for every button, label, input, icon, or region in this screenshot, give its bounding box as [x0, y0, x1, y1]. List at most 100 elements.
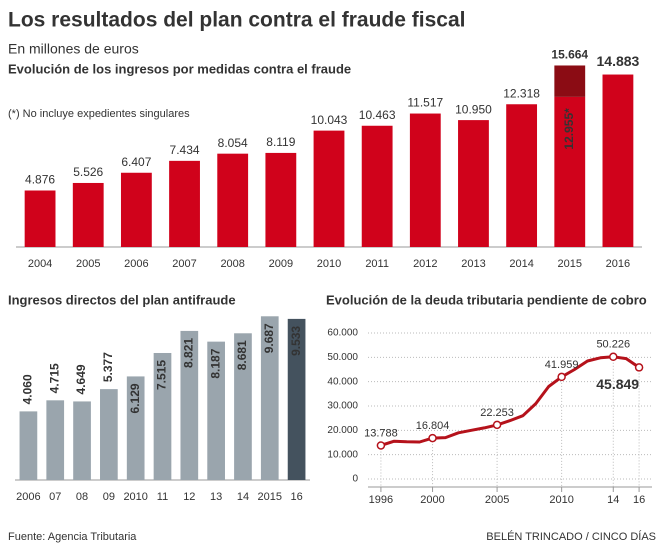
bar	[506, 104, 538, 247]
value-label: 10.950	[455, 102, 492, 116]
value-label: 16.804	[416, 420, 450, 432]
bar	[126, 376, 145, 480]
point	[376, 441, 386, 450]
value-label: 8.054	[218, 136, 248, 150]
subtitle: En millones de euros	[8, 41, 139, 57]
bar	[100, 389, 118, 480]
value-label: 4.876	[25, 173, 55, 187]
value-label: 8.681	[235, 340, 249, 370]
credit: BELÉN TRINCADO / CINCO DÍAS	[486, 530, 656, 543]
value-label: 50.226	[596, 339, 630, 351]
value-label: 7.515	[155, 360, 169, 390]
point	[557, 372, 566, 382]
value-label: 11.517	[407, 96, 443, 110]
bar	[153, 352, 172, 480]
value-label: 8.821	[181, 338, 195, 368]
note: (*) No incluye expedientes singulares	[8, 108, 190, 120]
bar	[73, 401, 91, 480]
value-label: 10.043	[311, 113, 348, 127]
bar	[554, 96, 586, 247]
annotation: 15.664	[551, 48, 588, 62]
x-tick-label: 2014	[509, 258, 533, 270]
value-label: 5.377	[101, 352, 115, 382]
x-tick-label: 2007	[172, 258, 196, 270]
bar	[409, 113, 441, 247]
value-label: 8.187	[208, 348, 222, 378]
value-label: 13.788	[364, 427, 398, 439]
bar	[120, 172, 152, 247]
point	[609, 352, 618, 362]
bar	[24, 190, 56, 247]
bar	[265, 152, 297, 247]
value-label: 6.407	[121, 155, 151, 169]
bar	[313, 130, 345, 247]
value-label: 45.849	[596, 376, 639, 392]
bar	[554, 65, 586, 97]
x-tick-label: 2010	[317, 258, 341, 270]
value-label: 6.129	[128, 383, 142, 413]
value-label: 5.526	[73, 165, 103, 179]
value-label: 4.060	[21, 374, 35, 404]
y-tick-label: 30.000	[327, 401, 358, 412]
value-label: 4.649	[74, 364, 88, 394]
value-label: 4.715	[47, 363, 61, 393]
value-label: 7.434	[170, 143, 200, 157]
point	[492, 420, 502, 430]
x-tick-label: 2005	[485, 494, 509, 506]
y-tick-label: 50.000	[327, 352, 358, 363]
bar	[234, 333, 252, 480]
chart-title: Evolución de los ingresos por medidas co…	[8, 61, 351, 76]
y-tick-label: 20.000	[327, 425, 358, 436]
value-label: 8.119	[266, 135, 295, 149]
x-tick-label: 2000	[420, 494, 444, 506]
chart-title: Ingresos directos del plan antifraude	[8, 292, 236, 307]
x-tick-label: 16	[633, 494, 645, 506]
x-tick-label: 2015	[558, 258, 582, 270]
value-label: 10.463	[359, 108, 396, 122]
bar	[46, 400, 65, 480]
bar	[217, 153, 249, 247]
bar	[260, 316, 279, 480]
bar	[180, 330, 199, 480]
value-label: 12.318	[503, 86, 540, 100]
x-tick-label: 16	[290, 491, 302, 503]
x-tick-label: 2006	[124, 258, 148, 270]
x-tick-label: 14	[237, 491, 249, 503]
bar	[361, 125, 393, 247]
x-tick-label: 2004	[28, 258, 52, 270]
point	[428, 433, 437, 443]
bar	[19, 411, 38, 480]
x-tick-label: 2016	[606, 258, 630, 270]
bar	[169, 160, 200, 247]
x-tick-label: 2015	[258, 491, 282, 503]
y-tick-label: 60.000	[327, 328, 358, 339]
x-tick-label: 2012	[413, 258, 437, 270]
x-tick-label: 2009	[269, 258, 293, 270]
x-tick-label: 09	[103, 491, 115, 503]
bar	[458, 120, 489, 247]
x-tick-label: 2013	[461, 258, 485, 270]
x-tick-label: 2011	[365, 258, 389, 270]
value-label: 22.253	[480, 407, 514, 419]
x-tick-label: 11	[157, 491, 168, 503]
y-tick-label: 40.000	[327, 376, 358, 387]
x-tick-label: 2005	[76, 258, 100, 270]
x-tick-label: 2008	[220, 258, 244, 270]
x-tick-label: 2010	[549, 494, 573, 506]
source: Fuente: Agencia Tributaria	[8, 531, 137, 543]
bar	[207, 341, 225, 480]
y-tick-label: 10.000	[327, 449, 358, 460]
x-tick-label: 12	[183, 491, 195, 503]
x-tick-label: 07	[49, 491, 61, 503]
y-tick-label: 0	[352, 474, 358, 485]
value-label: 9.687	[262, 323, 276, 353]
value-label: 41.959	[545, 359, 579, 371]
x-tick-label: 14	[607, 494, 619, 506]
bar	[602, 74, 634, 248]
x-tick-label: 2010	[123, 491, 147, 503]
point	[634, 363, 644, 372]
x-tick-label: 13	[210, 491, 222, 503]
bar	[72, 182, 104, 247]
value-label: 12.955*	[562, 108, 576, 150]
